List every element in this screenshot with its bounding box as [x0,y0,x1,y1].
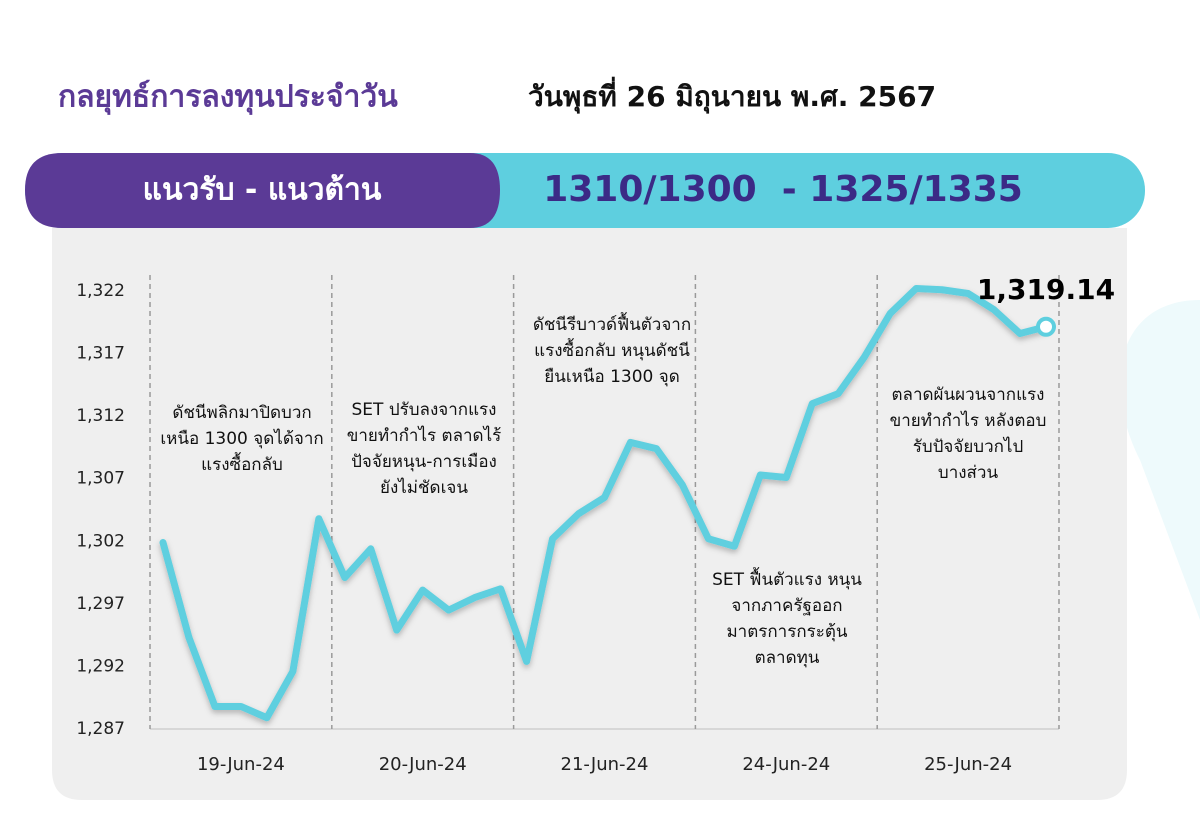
y-tick-label: 1,322 [76,281,125,301]
x-tick-label: 24-Jun-24 [742,754,830,775]
y-tick-label: 1,287 [76,719,125,739]
annotation: ปัจจัยหนุน-การเมือง [351,452,497,472]
annotation: SET ฟื้นตัวแรง หนุน [712,567,862,590]
y-tick-label: 1,302 [76,531,125,551]
y-tick-label: 1,317 [76,344,125,364]
y-tick-label: 1,297 [76,594,125,614]
annotation: ขายทำกำไร ตลาดไร้ [347,425,502,446]
x-tick-label: 20-Jun-24 [379,754,467,775]
annotation: แรงซื้อกลับ หนุนดัชนี [534,338,690,361]
annotation: ยังไม่ชัดเจน [380,477,468,498]
title: กลยุทธ์การลงทุนประจำวัน [58,80,398,116]
chart-panel [52,228,1127,800]
annotation: ขายทำกำไร หลังตอบ [890,410,1047,431]
x-tick-label: 19-Jun-24 [197,754,285,775]
range-value: 1310/1300 - 1325/1335 [543,169,1023,210]
last-point [1036,316,1056,337]
range-label-box [25,153,500,228]
y-tick-label: 1,312 [76,406,125,426]
y-tick-label: 1,307 [76,469,125,489]
x-tick-label: 25-Jun-24 [924,754,1012,775]
range-label: แนวรับ - แนวต้าน [143,173,382,208]
y-tick-label: 1,292 [76,656,125,676]
date: วันพุธที่ 26 มิถุนายน พ.ศ. 2567 [528,76,936,114]
bg-shape [1120,300,1200,620]
annotation: ตลาดผันผวนจากแรง [892,385,1045,405]
annotation: ดัชนีรีบาวด์ฟื้นตัวจาก [533,312,691,335]
annotation: SET ปรับลงจากแรง [352,400,497,420]
annotation: รับปัจจัยบวกไป [913,436,1024,457]
annotation: มาตรการกระตุ้น [726,622,847,642]
annotation: เหนือ 1300 จุดได้จาก [160,428,323,449]
annotation: แรงซื้อกลับ [201,452,283,475]
x-tick-label: 21-Jun-24 [561,754,649,775]
annotation: จากภาครัฐออก [731,596,842,616]
annotation: บางส่วน [938,463,999,483]
annotation: ดัชนีพลิกมาปิดบวก [172,403,311,423]
annotation: ยืนเหนือ 1300 จุด [544,367,680,387]
annotation: ตลาดทุน [755,648,820,668]
price-line [159,284,1050,722]
value-label: 1,319.14 [977,273,1115,306]
